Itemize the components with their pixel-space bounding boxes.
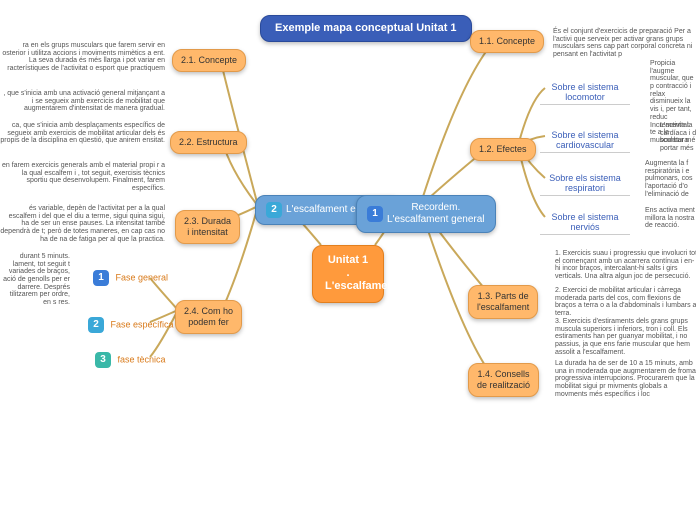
topic-nerv[interactable]: Sobre el sistema nerviós bbox=[540, 210, 630, 235]
topic-cardio[interactable]: Sobre el sistema cardiovascular bbox=[540, 128, 630, 153]
center-node[interactable]: Unitat 1 . L'escalfament bbox=[312, 245, 384, 303]
badge-leaf2-icon: 2 bbox=[88, 317, 104, 333]
topic-resp[interactable]: Sobre els sistema respiratori bbox=[540, 171, 630, 196]
node-1-3[interactable]: 1.3. Parts de l'escalfament bbox=[468, 285, 538, 319]
node-2-1[interactable]: 2.1. Concepte bbox=[172, 49, 246, 72]
text-1-3a: 1. Exercicis suau i progressiu que invol… bbox=[555, 250, 696, 281]
text-2-2a: , que s'inicia amb una activació general… bbox=[0, 90, 165, 113]
text-1-3c: 3. Exercicis d'estiraments dels grans gr… bbox=[555, 318, 696, 356]
text-nerv: Ens activa ment millora la nostra de rea… bbox=[645, 207, 696, 230]
node-1-2[interactable]: 1.2. Efectes bbox=[470, 138, 536, 161]
node-1-1[interactable]: 1.1. Concepte bbox=[470, 30, 544, 53]
badge-2-icon: 2 bbox=[266, 202, 282, 218]
text-2-1: ra en els grups musculars que farem serv… bbox=[0, 42, 165, 73]
badge-leaf1-icon: 1 bbox=[93, 270, 109, 286]
text-2-3: és variable, depèn de l'activitat per a … bbox=[0, 205, 165, 243]
node-1-4[interactable]: 1.4. Consells de realització bbox=[468, 363, 539, 397]
leaf-fase-tecnica[interactable]: 3 fase tècnica bbox=[95, 352, 166, 368]
text-2-4: durant 5 minuts. lament, tot seguit t va… bbox=[0, 253, 70, 307]
text-2-2b: ca, que s'inicia amb desplaçaments espec… bbox=[0, 122, 165, 145]
node-2-3[interactable]: 2.3. Durada i intensitat bbox=[175, 210, 240, 244]
map-title: Exemple mapa conceptual Unitat 1 bbox=[260, 15, 472, 42]
leaf3-label: fase tècnica bbox=[118, 354, 166, 364]
leaf2-label: Fase específica bbox=[111, 319, 174, 329]
text-1-1: És el conjunt d'exercicis de preparació … bbox=[553, 28, 696, 59]
text-cardio: L'activitat cardíaca i d bombar mé porta… bbox=[660, 122, 696, 153]
text-1-3b: 2. Exercici de mobilitat articular i càr… bbox=[555, 287, 696, 318]
node-2-2[interactable]: 2.2. Estructura bbox=[170, 131, 247, 154]
badge-leaf3-icon: 3 bbox=[95, 352, 111, 368]
leaf-fase-general[interactable]: 1 Fase general bbox=[93, 270, 168, 286]
leaf1-label: Fase general bbox=[116, 272, 169, 282]
text-2-2c: en farem exercicis generals amb el mater… bbox=[0, 162, 165, 193]
text-resp: Augmenta la f respiratòria i e pulmonars… bbox=[645, 160, 696, 198]
topic-locomotor[interactable]: Sobre el sistema locomotor bbox=[540, 80, 630, 105]
node-2-4[interactable]: 2.4. Com ho podem fer bbox=[175, 300, 242, 334]
right-main-node[interactable]: 1 Recordem. L'escalfament general bbox=[356, 195, 496, 233]
badge-1-icon: 1 bbox=[367, 206, 383, 222]
leaf-fase-especifica[interactable]: 2 Fase específica bbox=[88, 317, 174, 333]
text-1-4: La durada ha de ser de 10 a 15 minuts, a… bbox=[555, 360, 696, 398]
right-main-label: Recordem. L'escalfament general bbox=[387, 202, 485, 226]
